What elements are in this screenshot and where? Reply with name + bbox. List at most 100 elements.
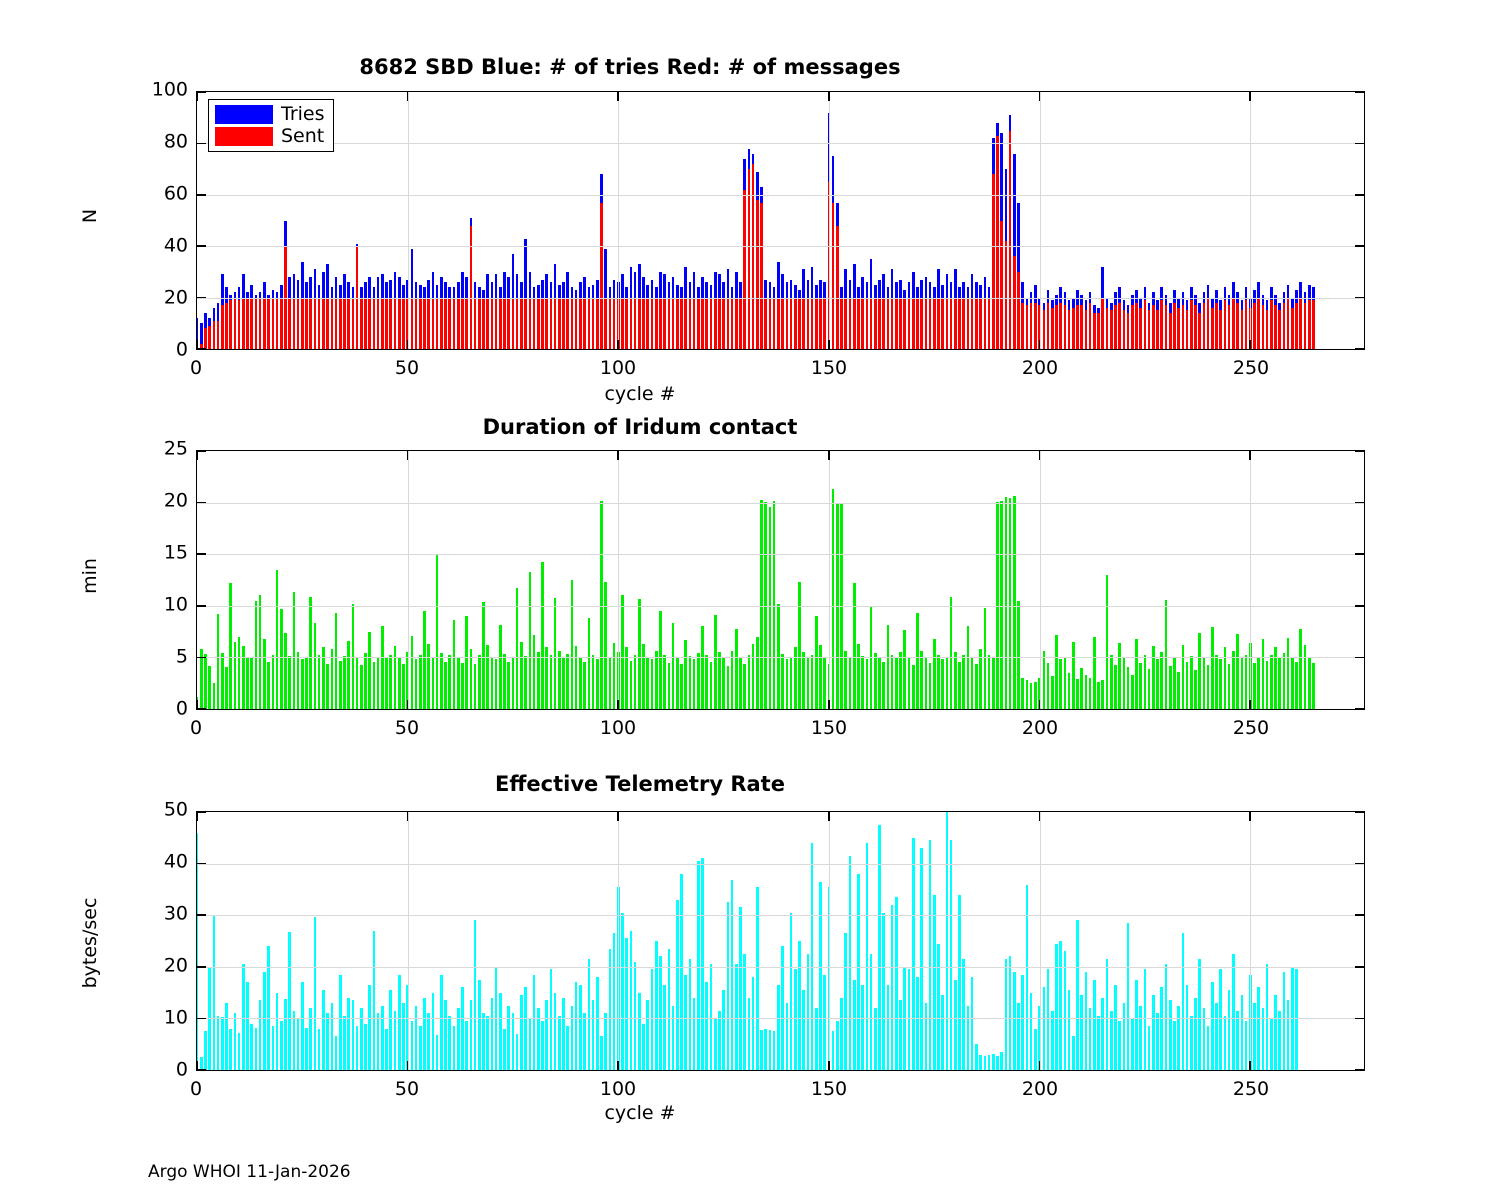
panel-duration-ylabel: min (79, 558, 101, 594)
xtick-label: 150 (810, 717, 848, 739)
bar-telemetry (541, 1020, 544, 1070)
y-axis-tick-mark (1355, 245, 1364, 247)
bar-sent (882, 297, 886, 349)
bar-telemetry (1206, 1026, 1210, 1070)
bar-telemetry (958, 894, 961, 1070)
xtick-label: 50 (394, 1078, 420, 1100)
bar-duration (343, 656, 346, 709)
bar-telemetry (338, 974, 342, 1070)
bar-sent (865, 297, 869, 349)
xtick-label: 0 (189, 1078, 203, 1100)
bar-sent (591, 297, 595, 349)
bar-telemetry (456, 1008, 460, 1070)
bar-sent (747, 169, 751, 349)
bar-telemetry (966, 1005, 970, 1070)
x-axis-tick-mark (197, 340, 198, 349)
bar-sent (1008, 130, 1012, 349)
x-axis-tick-mark (406, 1061, 409, 1070)
bar-telemetry (798, 941, 801, 1070)
bar-telemetry (1156, 1013, 1159, 1070)
y-axis-tick-mark (197, 1069, 206, 1070)
bar-sent (836, 225, 839, 349)
bar-sent (970, 297, 974, 349)
bar-duration (444, 661, 447, 709)
bar-telemetry (583, 1013, 586, 1070)
horizontal-gridline (197, 554, 1364, 556)
bar-duration (499, 625, 502, 709)
y-axis-tick-mark (1355, 708, 1364, 709)
vertical-gridline (828, 451, 830, 709)
bar-duration (987, 655, 991, 709)
bar-sent (414, 297, 418, 349)
bar-sent (1211, 307, 1214, 349)
ytick-label: 10 (163, 1006, 188, 1029)
bar-sent (381, 297, 384, 349)
bar-telemetry (688, 959, 692, 1070)
y-axis-tick-mark (197, 862, 206, 865)
bar-sent (1029, 302, 1033, 349)
bar-telemetry (1076, 920, 1079, 1070)
bar-duration (549, 655, 553, 709)
bar-sent (928, 297, 932, 349)
bar-telemetry (777, 984, 780, 1070)
bar-sent (949, 297, 953, 349)
bar-sent (920, 297, 923, 349)
bar-duration (1215, 655, 1218, 709)
bar-telemetry (941, 995, 944, 1070)
bar-telemetry (402, 1002, 405, 1070)
bar-duration (1038, 678, 1041, 709)
bar-sent (667, 297, 671, 349)
bar-sent (701, 297, 704, 349)
bar-duration (852, 583, 856, 709)
bar-telemetry (907, 969, 911, 1070)
bar-duration (1189, 656, 1193, 709)
bar-telemetry (1139, 1005, 1142, 1070)
bar-duration (810, 655, 814, 709)
bar-duration (204, 654, 207, 709)
bar-sent (570, 297, 574, 349)
bar-telemetry (1013, 971, 1016, 1070)
bar-duration (242, 646, 245, 709)
ytick-label: 30 (163, 902, 188, 925)
bar-duration (1286, 637, 1290, 709)
bar-telemetry (1189, 1015, 1193, 1070)
bar-telemetry (675, 899, 679, 1070)
bar-telemetry (1038, 1005, 1041, 1070)
bar-telemetry (275, 992, 279, 1070)
bar-sent (895, 297, 898, 349)
ytick-label: 20 (163, 489, 188, 512)
bar-telemetry (1004, 959, 1008, 1070)
bar-sent (1156, 310, 1159, 349)
bar-duration (402, 663, 405, 709)
bar-duration (288, 656, 291, 709)
bar-telemetry (840, 997, 843, 1070)
bar-telemetry (1021, 974, 1025, 1070)
bar-duration (1101, 680, 1105, 709)
bar-duration (743, 663, 746, 709)
bar-sent (267, 297, 270, 349)
bar-duration (633, 655, 637, 709)
bar-telemetry (684, 974, 687, 1070)
panel-duration: Duration of Iridum contact min 0 5 10 15… (0, 415, 1500, 739)
bar-sent (292, 297, 296, 349)
vertical-gridline (1039, 92, 1041, 349)
bar-duration (440, 653, 443, 709)
bar-duration (831, 489, 835, 709)
bar-sent (638, 297, 641, 349)
legend-label-sent: Sent (281, 125, 325, 147)
bar-telemetry (899, 1000, 902, 1070)
bar-telemetry (520, 995, 523, 1070)
bar-duration (1265, 660, 1269, 709)
bar-telemetry (1135, 979, 1138, 1070)
bar-telemetry (1105, 959, 1109, 1070)
bar-telemetry (579, 984, 582, 1070)
bar-telemetry (435, 1034, 439, 1070)
bar-sent (1093, 313, 1096, 349)
bar-sent (823, 297, 827, 349)
bar-telemetry (697, 861, 700, 1070)
bar-sent (1307, 300, 1311, 349)
horizontal-gridline (197, 915, 1364, 917)
y-axis-tick-mark (1355, 914, 1364, 916)
bar-sent (1286, 297, 1290, 349)
bar-duration (642, 643, 645, 709)
